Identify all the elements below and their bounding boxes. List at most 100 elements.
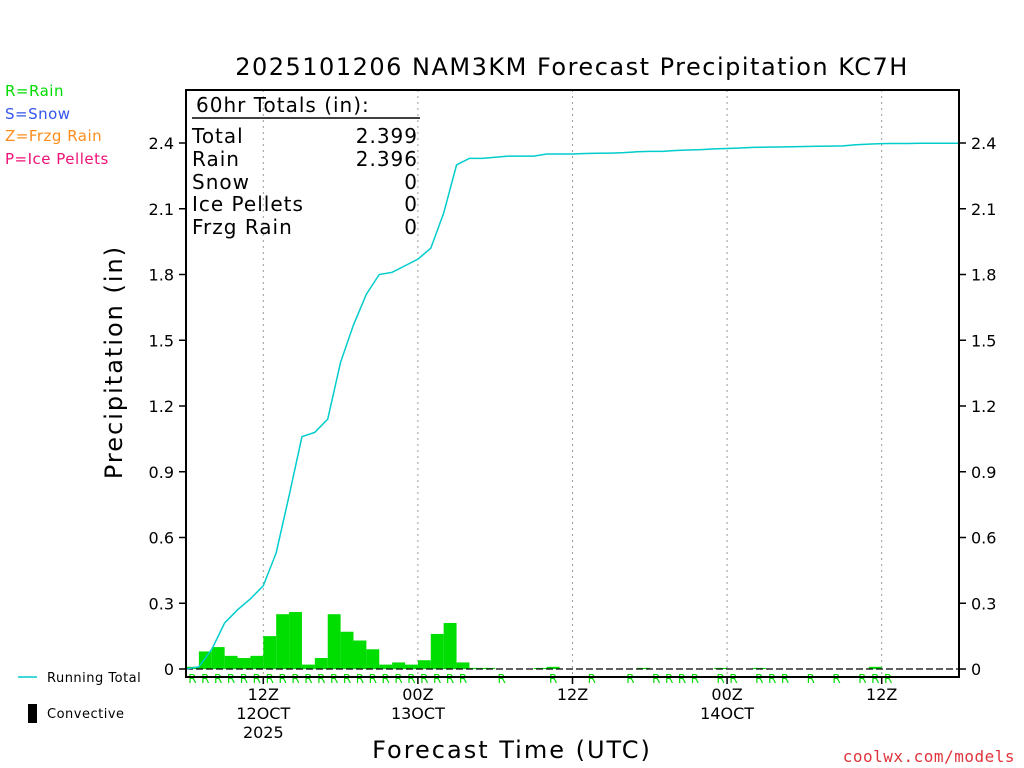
precip-bar <box>353 640 367 669</box>
ptype-marker-rain: R <box>420 672 428 686</box>
running-total-line-group <box>185 142 959 670</box>
ptype-marker-rain: R <box>626 672 634 686</box>
precip-bar <box>198 651 212 669</box>
y-tick-label-left: 0 <box>164 660 174 679</box>
precip-bar <box>250 655 264 669</box>
x-tick-label: 12Z <box>866 685 897 704</box>
x-tick-label: 12Z <box>248 685 279 704</box>
precip-bar <box>430 633 444 669</box>
precip-bar <box>443 622 457 669</box>
legend-rain: R=Rain <box>5 82 64 100</box>
totals-box: 60hr Totals (in): Total 2.399 Rain 2.396… <box>191 93 420 239</box>
precip-bar <box>276 614 290 669</box>
precip-bar <box>868 666 882 669</box>
ptype-marker-rain: R <box>382 672 390 686</box>
y-tick-label-right: 0 <box>971 660 981 679</box>
x-tick-date: 12OCT <box>236 704 290 723</box>
ptype-marker-rain: R <box>678 672 686 686</box>
ptype-marker-rain: R <box>240 672 248 686</box>
credit-text: coolwx.com/models <box>843 747 1015 766</box>
ptype-marker-rain: R <box>407 672 415 686</box>
ptype-marker-rain: R <box>729 672 737 686</box>
legend-ice: P=Ice Pellets <box>5 150 109 168</box>
ptype-marker-rain: R <box>716 672 724 686</box>
precip-bar <box>392 662 406 669</box>
y-tick-label-left: 2.4 <box>149 134 174 153</box>
ptype-marker-rain: R <box>884 672 892 686</box>
precip-bar <box>263 636 277 669</box>
ptype-marker-rain: R <box>588 672 596 686</box>
y-tick-label-right: 2.4 <box>971 134 996 153</box>
chart-title: 2025101206 NAM3KM Forecast Precipitation… <box>235 53 909 81</box>
ptype-marker-rain: R <box>304 672 312 686</box>
ptype-marker-rain: R <box>652 672 660 686</box>
ptype-marker-rain: R <box>266 672 274 686</box>
precip-bar <box>636 667 650 669</box>
totals-header: 60hr Totals (in): <box>196 93 370 117</box>
totals-label-rain: Rain <box>192 147 240 171</box>
ptype-marker-rain: R <box>807 672 815 686</box>
y-tick-label-right: 1.5 <box>971 331 996 350</box>
convective-legend-swatch <box>28 704 37 723</box>
ptype-marker-rain: R <box>446 672 454 686</box>
y-tick-label-left: 1.8 <box>149 266 174 285</box>
totals-value-ice: 0 <box>404 192 418 216</box>
ptype-marker-rain: R <box>871 672 879 686</box>
ptype-marker-rain: R <box>858 672 866 686</box>
precip-bar <box>417 660 431 669</box>
precip-bar <box>224 655 238 669</box>
ptype-marker-rain: R <box>253 672 261 686</box>
ptype-marker-rain: R <box>278 672 286 686</box>
totals-value-rain: 2.396 <box>356 147 418 171</box>
ptype-marker-rain: R <box>394 672 402 686</box>
legend-snow: S=Snow <box>5 105 71 123</box>
y-axis-label: Precipitation (in) <box>100 245 128 479</box>
legend-frzg: Z=Frzg Rain <box>5 127 102 145</box>
y-tick-label-left: 2.1 <box>149 200 174 219</box>
totals-value-frzg: 0 <box>404 215 418 239</box>
y-tick-label-left: 0.3 <box>149 594 174 613</box>
ptype-marker-rain: R <box>459 672 467 686</box>
totals-value-snow: 0 <box>404 170 418 194</box>
y-tick-label-left: 0.6 <box>149 529 174 548</box>
y-tick-label-right: 0.9 <box>971 463 996 482</box>
x-tick-date: 13OCT <box>391 704 445 723</box>
totals-label-frzg: Frzg Rain <box>192 215 293 239</box>
ptype-marker-rain: R <box>330 672 338 686</box>
grid-lines <box>262 90 883 677</box>
y-tick-label-left: 1.2 <box>149 397 174 416</box>
running-total-legend-label: Running Total <box>47 671 141 686</box>
ptype-marker-rain: R <box>781 672 789 686</box>
precip-bar <box>340 631 354 669</box>
ptype-marker-rain: R <box>188 672 196 686</box>
ptype-marker-rain: R <box>832 672 840 686</box>
ptype-marker-rain: R <box>755 672 763 686</box>
precip-bar <box>469 667 483 669</box>
ptype-marker-rain: R <box>291 672 299 686</box>
precip-bar <box>456 662 470 669</box>
x-tick-date: 14OCT <box>700 704 754 723</box>
ptype-marker-rain: R <box>227 672 235 686</box>
y-tick-label-left: 0.9 <box>149 463 174 482</box>
totals-label-ice: Ice Pellets <box>192 192 304 216</box>
precip-bar <box>405 664 418 669</box>
series-legend: Running Total Convective <box>18 671 141 723</box>
precip-bars <box>186 612 882 669</box>
running-total-line <box>185 142 959 670</box>
ptype-marker-rain: R <box>201 672 209 686</box>
x-tick-label: 00Z <box>711 685 742 704</box>
ptype-marker-rain: R <box>691 672 699 686</box>
ptype-marker-rain: R <box>433 672 441 686</box>
ptype-marker-rain: R <box>356 672 364 686</box>
precip-bar <box>211 647 225 669</box>
totals-label-total: Total <box>191 124 244 148</box>
y-tick-label-right: 1.8 <box>971 266 996 285</box>
convective-legend-label: Convective <box>47 707 125 722</box>
totals-value-total: 2.399 <box>356 124 418 148</box>
precip-bar <box>314 658 328 669</box>
x-axis-label: Forecast Time (UTC) <box>372 736 652 764</box>
y-tick-label-right: 2.1 <box>971 200 996 219</box>
